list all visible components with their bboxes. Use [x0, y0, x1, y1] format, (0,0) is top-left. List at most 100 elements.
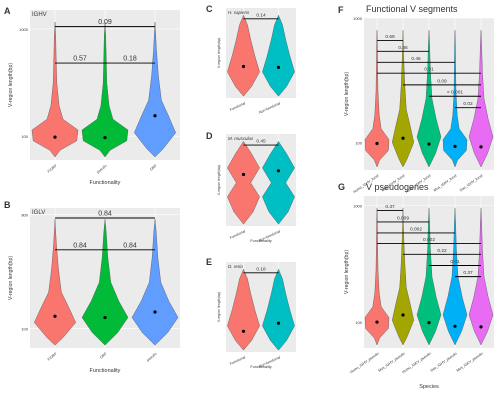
x-tick-label: Dan_IGHV_pseudo	[430, 352, 458, 373]
median-point	[276, 321, 281, 325]
x-tick-label: ORF	[149, 163, 158, 171]
p-value-label: < 0.001	[447, 90, 463, 96]
p-value-label: 0.01	[450, 259, 460, 265]
median-point	[276, 169, 281, 173]
x-tick-label: Non-functional	[258, 101, 281, 115]
y-axis-title: V-region length(bp)	[344, 72, 350, 116]
x-tick-label: Mus_IGHV_pseudo	[378, 352, 406, 373]
y-tick-label: 100	[355, 140, 362, 145]
x-tick-label: Functional	[229, 101, 246, 112]
x-axis-title: Functionality	[90, 368, 121, 374]
violin-1	[31, 21, 79, 158]
y-axis-title: V-region length(bp)	[217, 292, 221, 323]
violin-1	[227, 268, 260, 351]
median-point	[427, 320, 431, 325]
violin-4	[442, 30, 468, 168]
panel-A: A 100 1000 IGHV F/ORF pseudo ORF 0.57 0.18 0.09 Fu…	[4, 6, 180, 186]
panel-letter: F	[338, 5, 344, 15]
violin-1	[364, 208, 390, 346]
median-point	[479, 325, 483, 329]
x-tick-label: Homo_IGHV_pseudo	[349, 352, 379, 375]
p-value-label: 0.84	[73, 242, 87, 249]
median-point	[103, 136, 107, 140]
p-value-label: 0.84	[98, 210, 112, 217]
p-value-label: 0.002	[410, 226, 422, 232]
chart-title: D. rerio	[228, 264, 243, 269]
x-tick-label: Mus_IGKV_funct	[433, 174, 458, 193]
violin-5	[468, 30, 494, 168]
panel-letter: A	[4, 6, 11, 16]
median-point	[375, 141, 379, 146]
chart-title: IGHV	[32, 12, 47, 18]
violin-1	[227, 14, 260, 97]
median-point	[53, 314, 57, 318]
y-axis-title: V-region length(bp)	[217, 165, 221, 196]
median-point	[153, 114, 157, 118]
y-axis-title: V-region length(bp)	[217, 38, 221, 69]
x-tick-label: F/ORF	[47, 163, 58, 174]
p-value-label: 0.14	[256, 12, 266, 18]
violin-2	[262, 141, 295, 225]
median-point	[53, 135, 57, 139]
median-point	[453, 324, 457, 328]
x-tick-label: pseudo	[96, 164, 108, 175]
y-axis-title: V-region length(bp)	[8, 63, 14, 107]
median-point	[241, 64, 246, 69]
violin-2	[81, 219, 129, 346]
panel-letter: B	[4, 200, 11, 210]
p-value-label: 0.31	[424, 67, 434, 73]
chart-title: Functional V segments	[366, 4, 458, 14]
p-value-label: 0.09	[98, 19, 112, 26]
median-point	[479, 145, 483, 149]
x-axis-title: Species	[419, 384, 439, 390]
median-point	[401, 136, 405, 140]
panel-C: C H. sapiens Functional Non-functional 0.14 V…	[206, 4, 296, 115]
violin-1	[364, 30, 390, 168]
violin-2	[81, 21, 129, 158]
p-value-label: 0.18	[123, 56, 137, 63]
p-value-label: 0.002	[423, 237, 435, 243]
y-axis-title: V-region length(bp)	[344, 250, 350, 294]
x-axis-title: Functionality	[250, 365, 271, 369]
p-value-label: 0.09	[437, 78, 447, 84]
p-value-label: 0.009	[397, 215, 409, 221]
median-point	[241, 329, 246, 333]
p-value-label: 0.02	[463, 101, 473, 107]
violin-2	[262, 14, 295, 97]
panel-letter: G	[338, 182, 345, 192]
violin-3	[416, 30, 442, 168]
violin-3	[416, 208, 442, 346]
panel-letter: D	[206, 131, 213, 141]
p-value-label: 0.22	[437, 248, 447, 254]
y-tick-label: 100	[21, 326, 28, 331]
median-point	[241, 172, 246, 177]
y-tick-label: 1000	[19, 27, 29, 32]
panel-B: B 100 800 IGLV F/ORF ORF pseudo 0.84 0.84 0.84 Fun…	[4, 200, 180, 374]
violin-2	[391, 208, 415, 346]
p-value-label: 0.84	[123, 242, 137, 249]
y-axis-title: V-region length(bp)	[8, 256, 14, 300]
chart-title: H. sapiens	[228, 10, 250, 15]
violin-2	[262, 268, 295, 351]
median-point	[103, 315, 107, 320]
violin-1	[227, 141, 260, 225]
y-tick-label: 800	[21, 212, 28, 217]
p-value-label: 0.37	[463, 270, 473, 276]
x-tick-label: Homo_IGKV_pseudo	[401, 352, 431, 375]
x-axis-title: Functionality	[90, 180, 121, 186]
violin-3	[134, 21, 176, 158]
p-value-label: 0.69	[385, 34, 395, 40]
median-point	[375, 320, 379, 324]
median-point	[453, 144, 457, 148]
median-point	[276, 65, 281, 69]
p-value-label: 0.57	[73, 56, 87, 63]
panel-letter: E	[206, 257, 212, 267]
x-tick-label: Mus_IGKV_pseudo	[456, 352, 484, 373]
x-tick-label: F/ORF	[47, 351, 58, 362]
x-axis-title: Functionality	[250, 239, 271, 243]
